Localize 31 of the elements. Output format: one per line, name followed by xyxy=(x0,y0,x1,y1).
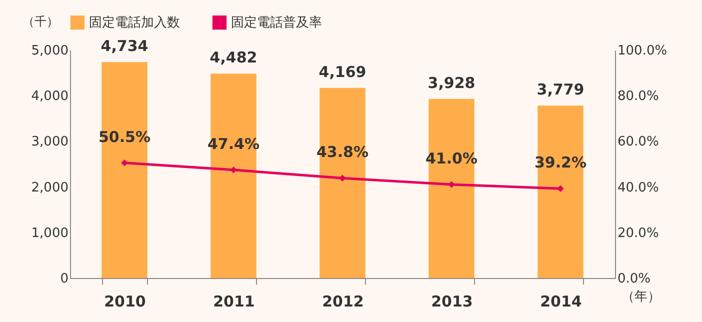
x-axis-title: （年） xyxy=(622,290,660,304)
y2-tick-label: 100.0% xyxy=(618,44,668,58)
y2-tick-label: 80.0% xyxy=(618,89,659,104)
y-tick-label: 0 xyxy=(60,272,68,286)
x-tick-label: 2011 xyxy=(213,292,255,310)
x-tick-label: 2012 xyxy=(322,292,364,310)
y-tick-label: 2,000 xyxy=(31,180,68,196)
data-label: 3,928 xyxy=(428,74,476,92)
point xyxy=(121,160,128,166)
y-tick-label: 4,000 xyxy=(31,89,68,104)
point xyxy=(230,166,237,174)
legend-label: 固定電話加入数 xyxy=(89,16,180,31)
y-tick-label: 1,000 xyxy=(31,226,68,241)
point xyxy=(339,174,346,182)
x-tick-label: 2010 xyxy=(104,292,146,310)
x-tick-label: 2013 xyxy=(431,292,473,310)
data-label: 4,169 xyxy=(318,62,366,81)
point xyxy=(557,185,564,192)
y-tick-label: 5,000 xyxy=(31,44,68,58)
data-label: 3,779 xyxy=(536,80,584,99)
y2-tick-label: 0.0% xyxy=(618,272,651,286)
y2-tick-label: 20.0% xyxy=(618,226,659,241)
y-axis-title: （千） xyxy=(22,14,58,28)
y-tick-label: 3,000 xyxy=(31,134,68,150)
data-label: 4,734 xyxy=(100,37,148,56)
y2-tick-label: 60.0% xyxy=(618,134,659,150)
point xyxy=(448,181,455,188)
x-tick-label: 2014 xyxy=(540,292,582,310)
data-label: 4,482 xyxy=(210,48,258,67)
y2-tick-label: 40.0% xyxy=(618,180,659,196)
legend-label: 固定電話普及率 xyxy=(231,14,322,31)
